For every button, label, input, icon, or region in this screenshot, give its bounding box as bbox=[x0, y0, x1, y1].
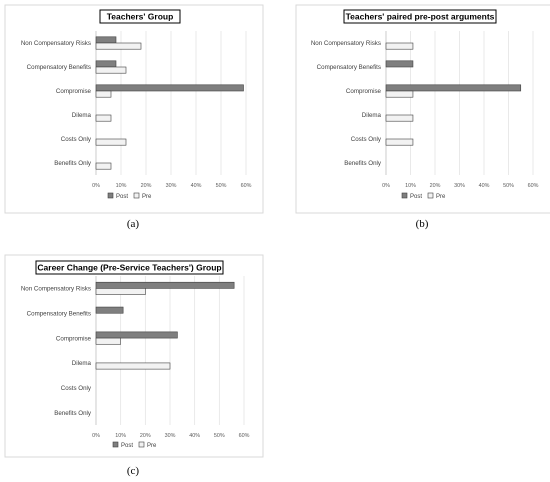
x-tick-label: 50% bbox=[503, 183, 514, 189]
chart-panel-0: 0% 10% 20% 30% 40% 50% 60% Non Compensatory Ris… bbox=[4, 4, 264, 214]
bar-pre-3 bbox=[95, 362, 171, 370]
x-tick-label: 0% bbox=[92, 183, 100, 189]
category-label: Compensatory Benefits bbox=[317, 64, 381, 71]
legend-label-pre: Pre bbox=[142, 194, 152, 200]
legend-label-post: Post bbox=[121, 443, 133, 449]
category-label: Dilema bbox=[72, 360, 92, 367]
legend-label-post: Post bbox=[410, 194, 422, 200]
panel-caption: (c) bbox=[127, 465, 140, 477]
chart-frame bbox=[295, 4, 550, 214]
x-tick-label: 60% bbox=[241, 183, 252, 189]
bar-post-1 bbox=[385, 60, 414, 68]
category-label: Compensatory Benefits bbox=[27, 310, 91, 317]
panel-caption: (b) bbox=[416, 218, 429, 230]
bar-post-0 bbox=[95, 281, 235, 289]
bar-pre-2 bbox=[385, 90, 414, 98]
legend-label-post: Post bbox=[116, 194, 128, 200]
bar-post-2 bbox=[385, 84, 522, 92]
bar-pre-3 bbox=[95, 114, 112, 122]
bar-pre-4 bbox=[385, 138, 414, 146]
x-tick-label: 40% bbox=[479, 183, 490, 189]
bar-pre-0 bbox=[95, 288, 146, 295]
x-tick-label: 50% bbox=[214, 433, 225, 439]
bar-pre-0 bbox=[95, 42, 142, 50]
category-label: Benefits Only bbox=[344, 160, 382, 167]
bar-post-1 bbox=[95, 306, 124, 314]
legend-swatch-post bbox=[401, 192, 408, 199]
bar-pre-5 bbox=[95, 162, 112, 170]
chart-panel-1: 0% 10% 20% 30% 40% 50% 60% Non Compensatory Ris… bbox=[295, 4, 550, 214]
category-label: Benefits Only bbox=[54, 160, 92, 167]
x-tick-label: 60% bbox=[239, 433, 250, 439]
category-label: Costs Only bbox=[351, 136, 382, 143]
title-box bbox=[35, 260, 224, 275]
x-tick-label: 50% bbox=[216, 183, 227, 189]
bar-post-1 bbox=[95, 60, 117, 68]
title-box bbox=[99, 9, 181, 24]
bar-post-2 bbox=[95, 84, 244, 92]
bar-post-2 bbox=[95, 331, 178, 339]
x-tick-label: 20% bbox=[141, 183, 152, 189]
x-tick-label: 10% bbox=[405, 183, 416, 189]
x-tick-label: 30% bbox=[165, 433, 176, 439]
bar-pre-0 bbox=[385, 42, 414, 50]
legend-label-pre: Pre bbox=[147, 443, 157, 449]
x-tick-label: 40% bbox=[189, 433, 200, 439]
category-label: Compensatory Benefits bbox=[27, 64, 91, 71]
bar-pre-2 bbox=[95, 90, 112, 98]
legend-swatch-post bbox=[112, 441, 119, 448]
legend-swatch-pre bbox=[138, 441, 145, 448]
bar-pre-2 bbox=[95, 337, 121, 345]
legend-swatch-pre bbox=[133, 192, 140, 199]
x-tick-label: 0% bbox=[382, 183, 390, 189]
legend-swatch-pre bbox=[427, 192, 434, 199]
x-tick-label: 0% bbox=[92, 433, 100, 439]
category-label: Compromise bbox=[346, 88, 382, 95]
category-label: Compromise bbox=[56, 88, 92, 95]
x-tick-label: 10% bbox=[115, 433, 126, 439]
x-tick-label: 10% bbox=[116, 183, 127, 189]
legend-swatch-post bbox=[107, 192, 114, 199]
chart-frame bbox=[4, 4, 264, 214]
bar-post-0 bbox=[95, 36, 117, 44]
x-tick-label: 40% bbox=[191, 183, 202, 189]
chart-title: Teachers' Group bbox=[107, 12, 174, 22]
x-tick-label: 20% bbox=[140, 433, 151, 439]
x-tick-label: 60% bbox=[528, 183, 539, 189]
category-label: Costs Only bbox=[61, 385, 92, 392]
chart-title: Career Change (Pre-Service Teachers') Gr… bbox=[37, 263, 221, 273]
legend-label-pre: Pre bbox=[436, 194, 446, 200]
title-box bbox=[343, 9, 497, 24]
category-label: Dilema bbox=[72, 112, 92, 119]
x-tick-label: 30% bbox=[166, 183, 177, 189]
bar-pre-3 bbox=[385, 114, 414, 122]
category-label: Non Compensatory Risks bbox=[311, 40, 381, 47]
panel-caption: (a) bbox=[127, 218, 140, 230]
x-tick-label: 20% bbox=[430, 183, 441, 189]
category-label: Non Compensatory Risks bbox=[21, 286, 91, 293]
bar-pre-4 bbox=[95, 138, 127, 146]
x-tick-label: 30% bbox=[454, 183, 465, 189]
category-label: Benefits Only bbox=[54, 410, 92, 417]
category-label: Dilema bbox=[362, 112, 382, 119]
chart-title: Teachers' paired pre-post arguments bbox=[346, 12, 495, 22]
bar-pre-1 bbox=[95, 66, 127, 74]
category-label: Compromise bbox=[56, 335, 92, 342]
category-label: Costs Only bbox=[61, 136, 92, 143]
category-label: Non Compensatory Risks bbox=[21, 40, 91, 47]
chart-panel-2: 0% 10% 20% 30% 40% 50% 60% Non Compensatory Ris… bbox=[4, 254, 264, 458]
